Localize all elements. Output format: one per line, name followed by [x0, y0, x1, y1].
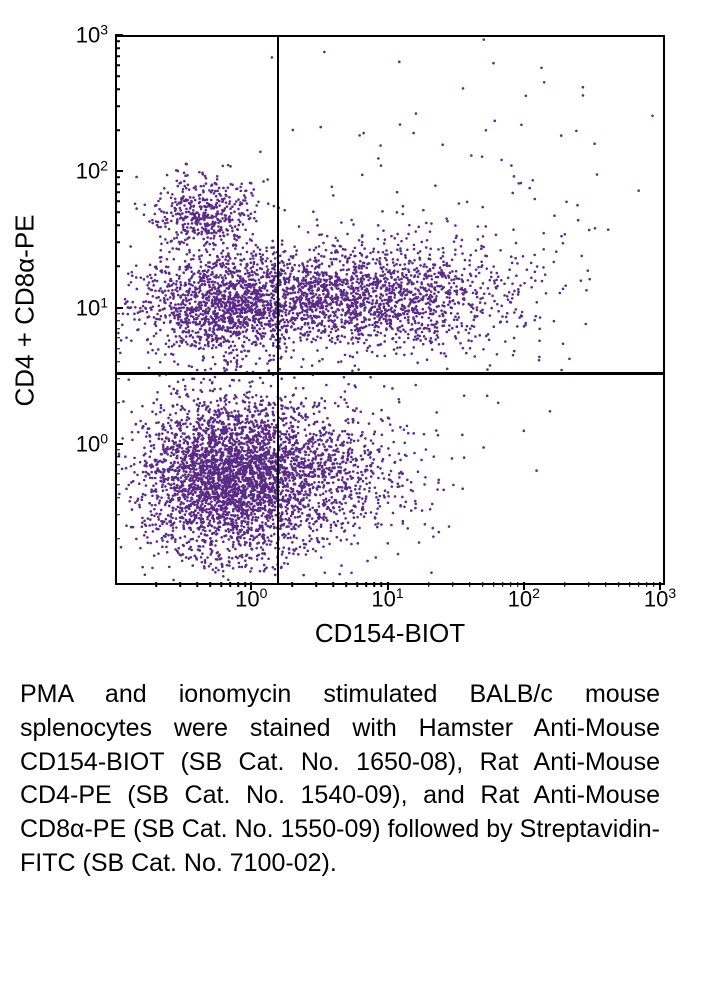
y-minor-tick	[115, 313, 120, 315]
y-minor-tick	[115, 378, 120, 380]
figure: CD4 + CD8α-PE CD154-BIOT 100101102103100…	[20, 20, 680, 881]
y-minor-tick	[115, 105, 120, 107]
x-tick-label: 102	[508, 585, 540, 612]
x-minor-tick	[629, 582, 631, 587]
y-minor-tick	[115, 184, 120, 186]
y-minor-tick	[115, 75, 120, 77]
y-tick-label: 103	[20, 21, 108, 48]
y-tick-mark	[115, 170, 123, 172]
x-minor-tick	[357, 582, 359, 587]
x-axis-label: CD154-BIOT	[115, 618, 665, 649]
y-minor-tick	[115, 473, 120, 475]
y-minor-tick	[115, 337, 120, 339]
y-minor-tick	[115, 40, 120, 42]
quadrant-line-vertical	[277, 37, 280, 583]
x-minor-tick	[220, 582, 222, 587]
x-minor-tick	[646, 582, 648, 587]
y-minor-tick	[115, 192, 120, 194]
x-minor-tick	[653, 582, 655, 587]
y-tick-label: 102	[20, 158, 108, 185]
x-minor-tick	[564, 582, 566, 587]
y-minor-tick	[115, 497, 120, 499]
y-minor-tick	[115, 464, 120, 466]
y-minor-tick	[115, 402, 120, 404]
y-minor-tick	[115, 514, 120, 516]
x-minor-tick	[374, 582, 376, 587]
y-minor-tick	[115, 348, 120, 350]
y-minor-tick	[115, 201, 120, 203]
y-tick-label: 100	[20, 430, 108, 457]
x-tick-label: 103	[644, 585, 676, 612]
x-minor-tick	[229, 582, 231, 587]
x-minor-tick	[605, 582, 607, 587]
x-minor-tick	[493, 582, 495, 587]
y-minor-tick	[115, 88, 120, 90]
x-minor-tick	[469, 582, 471, 587]
y-tick-mark	[115, 307, 123, 309]
y-minor-tick	[115, 47, 120, 49]
x-minor-tick	[618, 582, 620, 587]
figure-caption: PMA and ionomycin stimulated BALB/c mous…	[20, 678, 660, 881]
y-minor-tick	[115, 361, 120, 363]
y-minor-tick	[115, 538, 120, 540]
y-minor-tick	[115, 242, 120, 244]
x-tick-label: 100	[235, 585, 267, 612]
quadrant-line-horizontal	[117, 372, 663, 375]
x-minor-tick	[209, 582, 211, 587]
x-minor-tick	[366, 582, 368, 587]
x-minor-tick	[346, 582, 348, 587]
plot-wrap: CD4 + CD8α-PE CD154-BIOT 100101102103100…	[20, 20, 680, 660]
x-minor-tick	[517, 582, 519, 587]
x-minor-tick	[638, 582, 640, 587]
y-minor-tick	[115, 225, 120, 227]
x-minor-tick	[244, 582, 246, 587]
y-minor-tick	[115, 55, 120, 57]
y-tick-mark	[115, 443, 123, 445]
y-minor-tick	[115, 177, 120, 179]
x-minor-tick	[502, 582, 504, 587]
y-minor-tick	[115, 212, 120, 214]
y-minor-tick	[115, 456, 120, 458]
x-tick-label: 101	[371, 585, 403, 612]
x-minor-tick	[333, 582, 335, 587]
x-minor-tick	[155, 582, 157, 587]
y-minor-tick	[115, 320, 120, 322]
y-minor-tick	[115, 484, 120, 486]
x-minor-tick	[452, 582, 454, 587]
plot-area	[115, 35, 665, 585]
y-tick-label: 101	[20, 294, 108, 321]
y-minor-tick	[115, 449, 120, 451]
x-minor-tick	[237, 582, 239, 587]
y-tick-mark	[115, 34, 123, 36]
x-minor-tick	[482, 582, 484, 587]
x-minor-tick	[381, 582, 383, 587]
x-minor-tick	[179, 582, 181, 587]
x-minor-tick	[428, 582, 430, 587]
x-minor-tick	[196, 582, 198, 587]
x-axis-label-text: CD154-BIOT	[315, 618, 465, 648]
x-minor-tick	[510, 582, 512, 587]
scatter-canvas	[117, 37, 663, 583]
y-minor-tick	[115, 266, 120, 268]
x-minor-tick	[292, 582, 294, 587]
x-minor-tick	[316, 582, 318, 587]
y-minor-tick	[115, 129, 120, 131]
x-minor-tick	[588, 582, 590, 587]
y-minor-tick	[115, 64, 120, 66]
y-minor-tick	[115, 328, 120, 330]
